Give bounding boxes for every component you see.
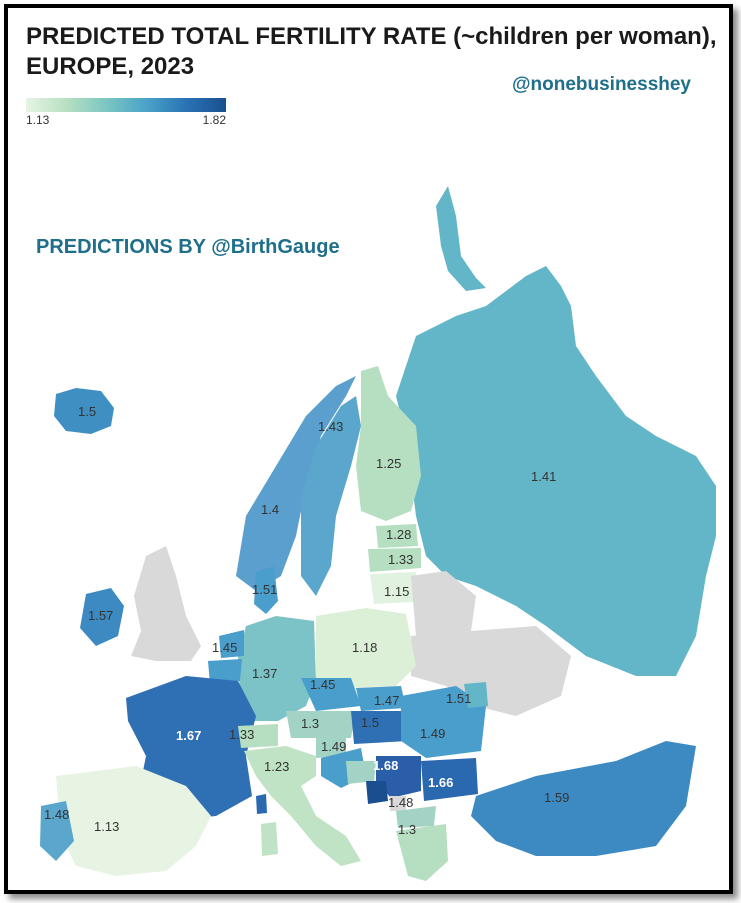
region-finland [356,366,421,521]
region-serbia [376,756,421,798]
region-bosnia [346,761,376,784]
region-hungary [351,711,408,744]
region-belarus [411,571,476,636]
region-turkey [471,741,696,856]
region-iceland [54,388,114,434]
region-romania [401,686,486,758]
title-line-1: PREDICTED TOTAL FERTILITY RATE (~childre… [26,23,717,50]
region-austria [286,711,356,738]
region-germany [238,616,316,721]
region-czechia [301,678,361,711]
region-sweden [301,396,361,596]
region-uk [131,546,201,661]
region-estonia [376,524,418,548]
region-poland [316,608,416,688]
legend-gradient [26,98,226,112]
predictions-credit: PREDICTIONS BY @BirthGauge [36,236,340,258]
region-corsica [256,794,267,814]
region-portugal [40,801,74,861]
map-frame: PREDICTED TOTAL FERTILITY RATE (~childre… [4,4,733,894]
region-netherlands [219,630,244,658]
region-denmark [254,566,278,614]
region-russia-north [436,186,486,291]
legend-min: 1.13 [26,113,50,127]
region-latvia [368,548,421,572]
region-ireland [80,588,124,646]
region-belgium [208,659,242,684]
region-kosovo [390,796,406,811]
region-montenegro [366,781,388,804]
color-legend: 1.13 1.82 [26,98,226,127]
region-russia [396,266,716,676]
title-line-2: EUROPE, 2023 [26,53,195,80]
region-switzerland [238,724,278,748]
region-spain [56,766,211,876]
region-norway [236,376,356,591]
region-north-macedonia [396,806,436,828]
region-bulgaria [421,758,478,801]
region-ukraine [411,626,571,716]
region-slovakia [356,686,406,711]
region-slovenia [316,738,346,758]
map-title: PREDICTED TOTAL FERTILITY RATE (~childre… [26,22,717,82]
europe-map [40,186,716,881]
legend-max: 1.82 [202,113,226,127]
author-credit: @nonebusinesshey [511,74,691,95]
region-moldova [464,682,488,708]
region-sardinia [261,822,278,856]
region-lithuania [370,572,416,604]
region-italy [244,746,361,866]
region-greece [396,824,448,881]
